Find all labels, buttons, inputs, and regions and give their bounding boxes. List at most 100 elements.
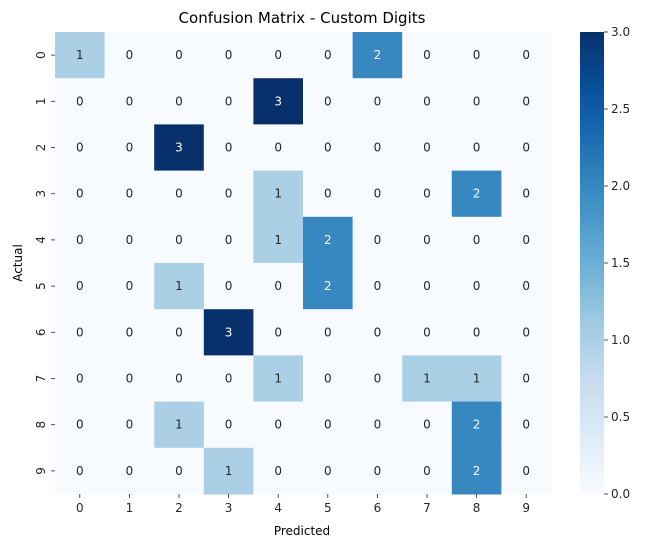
heatmap-cell — [501, 447, 552, 495]
heatmap-cell — [154, 32, 205, 79]
cell-value-label: 0 — [374, 233, 382, 247]
cell-value-label: 0 — [175, 233, 183, 247]
heatmap-cell — [451, 216, 502, 264]
cell-value-label: 0 — [76, 233, 84, 247]
heatmap-cell — [154, 170, 205, 218]
x-tick-label: 3 — [225, 501, 233, 515]
cell-value-label: 0 — [423, 418, 431, 432]
cell-value-label: 0 — [324, 464, 332, 478]
cell-value-label: 0 — [324, 372, 332, 386]
cell-value-label: 0 — [76, 464, 84, 478]
cell-value-label: 1 — [225, 464, 233, 478]
heatmap-cell — [402, 355, 453, 403]
cell-value-label: 0 — [175, 464, 183, 478]
cell-value-label: 0 — [374, 94, 382, 108]
cell-value-label: 0 — [423, 187, 431, 201]
cell-value-label: 2 — [324, 279, 332, 293]
y-tick-label: 0 — [34, 51, 48, 59]
cell-value-label: 0 — [473, 48, 481, 62]
heatmap-cell — [154, 401, 205, 449]
heatmap-cell — [154, 447, 205, 495]
x-axis-label: Predicted — [274, 524, 330, 538]
colorbar-tick-label: 2.0 — [611, 179, 630, 193]
heatmap-cell — [104, 216, 155, 264]
cell-value-label: 1 — [423, 372, 431, 386]
heatmap-cell — [203, 401, 254, 449]
heatmap-cell — [303, 263, 354, 310]
cell-value-label: 0 — [76, 279, 84, 293]
cell-value-label: 0 — [175, 48, 183, 62]
colorbar-gradient — [580, 32, 604, 494]
heatmap-cell — [501, 32, 552, 79]
heatmap-cell — [104, 32, 155, 79]
cell-value-label: 2 — [473, 464, 481, 478]
x-tick-label: 8 — [473, 501, 481, 515]
cell-value-label: 0 — [374, 141, 382, 155]
cell-value-label: 0 — [76, 141, 84, 155]
colorbar-tick-label: 3.0 — [611, 25, 630, 39]
heatmap-cell — [154, 263, 205, 310]
heatmap-cell — [402, 78, 453, 125]
heatmap-cell — [352, 170, 403, 218]
x-tick-label: 9 — [522, 501, 530, 515]
cell-value-label: 0 — [126, 464, 134, 478]
cell-value-label: 0 — [76, 372, 84, 386]
heatmap-cell — [451, 263, 502, 310]
heatmap-cell — [303, 447, 354, 495]
cell-value-label: 0 — [225, 372, 233, 386]
heatmap-cell — [104, 124, 155, 172]
heatmap-cell — [303, 78, 354, 125]
heatmap-cell — [451, 309, 502, 356]
heatmap-cell — [451, 401, 502, 449]
heatmap-cell — [501, 355, 552, 403]
cell-value-label: 0 — [225, 48, 233, 62]
heatmap-cell — [451, 355, 502, 403]
cell-value-label: 0 — [225, 418, 233, 432]
heatmap-cell — [55, 124, 106, 172]
heatmap-cell — [451, 170, 502, 218]
cell-value-label: 0 — [274, 325, 282, 339]
heatmap-cell — [253, 263, 304, 310]
cell-value-label: 0 — [274, 48, 282, 62]
cell-value-label: 1 — [473, 372, 481, 386]
cell-value-label: 0 — [522, 94, 530, 108]
heatmap-cell — [501, 309, 552, 356]
cell-value-label: 0 — [423, 464, 431, 478]
heatmap-cell — [55, 170, 106, 218]
cell-value-label: 0 — [522, 187, 530, 201]
heatmap-cell — [451, 32, 502, 79]
cell-value-label: 0 — [126, 325, 134, 339]
heatmap-cell — [203, 170, 254, 218]
cell-value-label: 3 — [175, 141, 183, 155]
heatmap-cell — [352, 355, 403, 403]
cell-value-label: 0 — [324, 325, 332, 339]
heatmap-cell — [154, 124, 205, 172]
y-axis-label: Actual — [11, 244, 25, 282]
colorbar-tick-label: 0.0 — [611, 487, 630, 501]
colorbar-tick-label: 2.5 — [611, 102, 630, 116]
y-tick-label: 2 — [34, 144, 48, 152]
cell-value-label: 0 — [522, 233, 530, 247]
heatmap-cell — [303, 216, 354, 264]
cell-value-label: 0 — [374, 325, 382, 339]
heatmap-cell — [303, 309, 354, 356]
cell-value-label: 1 — [274, 187, 282, 201]
cell-value-label: 0 — [423, 141, 431, 155]
cell-value-label: 0 — [423, 48, 431, 62]
heatmap-cell — [203, 263, 254, 310]
cell-value-label: 0 — [374, 418, 382, 432]
heatmap-cell — [253, 355, 304, 403]
x-tick-label: 6 — [374, 501, 382, 515]
heatmap-cell — [104, 170, 155, 218]
cell-value-label: 0 — [324, 141, 332, 155]
x-tick-label: 1 — [126, 501, 134, 515]
cell-value-label: 0 — [126, 94, 134, 108]
heatmap-cell — [402, 447, 453, 495]
heatmap-cell — [154, 355, 205, 403]
heatmap-cell — [253, 32, 304, 79]
x-tick-label: 7 — [423, 501, 431, 515]
heatmap-cell — [501, 170, 552, 218]
heatmap-cell — [402, 32, 453, 79]
heatmap-cell — [104, 78, 155, 125]
heatmap-cell — [402, 401, 453, 449]
